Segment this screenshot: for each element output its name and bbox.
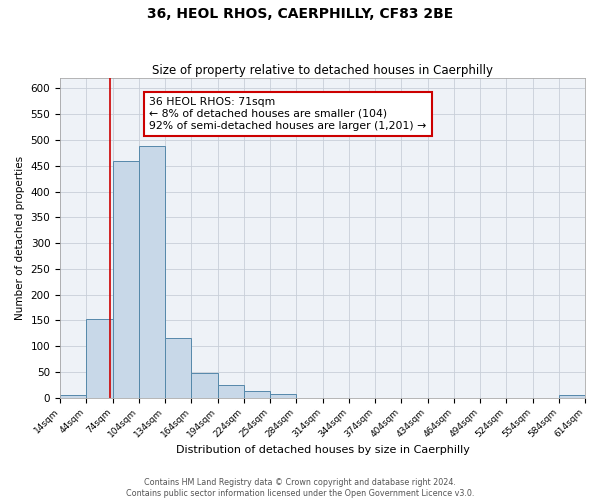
Bar (559, 395, 585, 398)
Text: 36, HEOL RHOS, CAERPHILLY, CF83 2BE: 36, HEOL RHOS, CAERPHILLY, CF83 2BE (147, 8, 453, 22)
Text: 36 HEOL RHOS: 71sqm
← 8% of detached houses are smaller (104)
92% of semi-detach: 36 HEOL RHOS: 71sqm ← 8% of detached hou… (149, 98, 427, 130)
Bar (191, 373, 218, 398)
Bar (244, 391, 270, 398)
Bar (113, 160, 139, 398)
Bar (139, 146, 165, 398)
Bar (165, 338, 191, 398)
Bar (86, 319, 113, 398)
Bar (218, 386, 244, 398)
Title: Size of property relative to detached houses in Caerphilly: Size of property relative to detached ho… (152, 64, 493, 77)
Text: Contains HM Land Registry data © Crown copyright and database right 2024.
Contai: Contains HM Land Registry data © Crown c… (126, 478, 474, 498)
Y-axis label: Number of detached properties: Number of detached properties (15, 156, 25, 320)
Bar (270, 394, 296, 398)
X-axis label: Distribution of detached houses by size in Caerphilly: Distribution of detached houses by size … (176, 445, 469, 455)
Bar (60, 395, 86, 398)
